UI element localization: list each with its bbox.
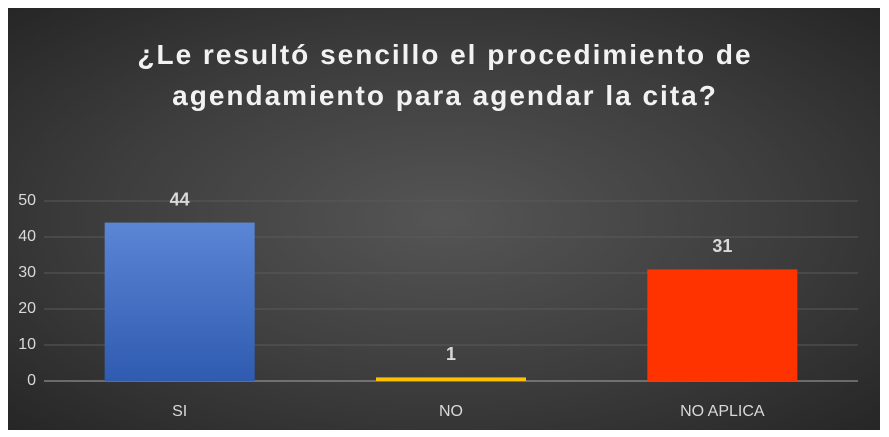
y-tick-label: 10: [18, 336, 36, 353]
x-tick-label: NO: [439, 403, 463, 420]
y-tick-label: 50: [18, 192, 36, 209]
bar: [647, 269, 798, 381]
data-label: 31: [712, 236, 732, 256]
y-tick-label: 0: [27, 372, 36, 389]
y-tick-label: 20: [18, 300, 36, 317]
data-label: 1: [446, 344, 456, 364]
y-tick-label: 30: [18, 264, 36, 281]
x-tick-label: SI: [172, 403, 187, 420]
data-label: 44: [170, 189, 190, 209]
y-tick-label: 40: [18, 228, 36, 245]
bar: [104, 222, 255, 381]
bar: [376, 377, 526, 381]
chart-title: ¿Le resultó sencillo el procedimiento de…: [137, 39, 753, 111]
x-tick-label: NO APLICA: [680, 403, 765, 420]
